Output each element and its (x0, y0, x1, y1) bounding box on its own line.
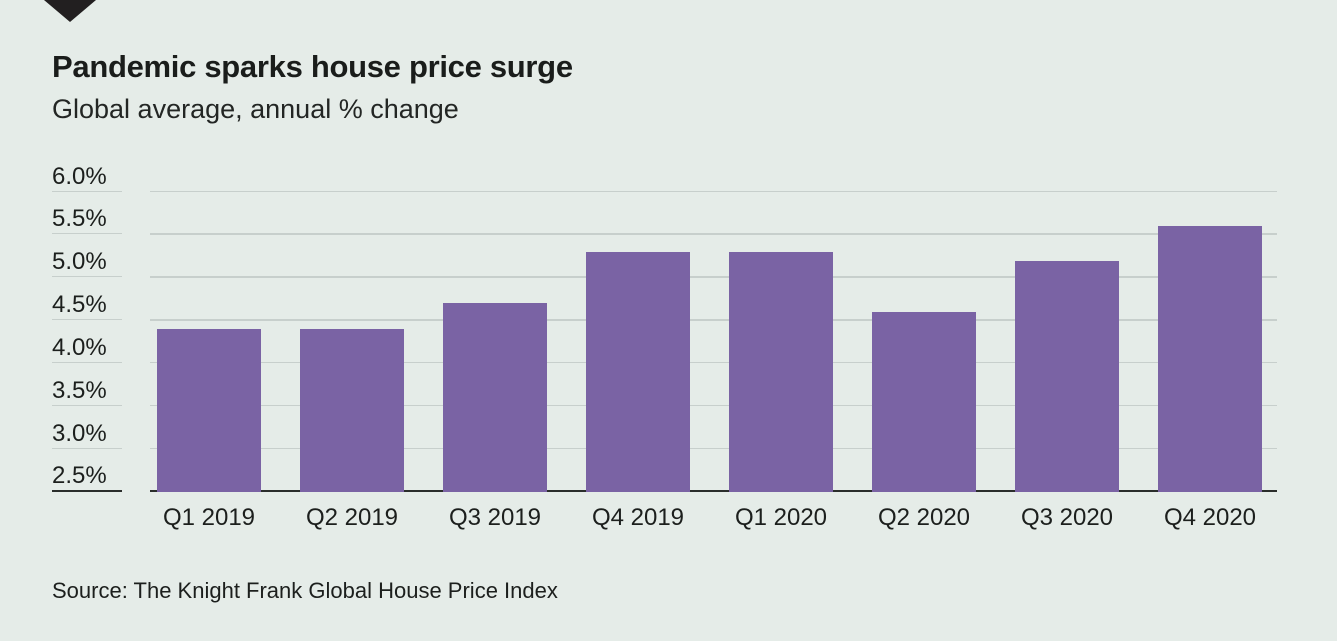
y-axis-tick-label: 5.5% (52, 204, 122, 235)
gridline (150, 276, 1277, 278)
bar-q2-2019 (299, 329, 405, 492)
bar-q3-2020 (1014, 260, 1120, 492)
bar-q1-2020 (728, 252, 834, 492)
y-axis-tick-label: 4.5% (52, 290, 122, 321)
gridline (150, 190, 1277, 192)
gridline (150, 404, 1277, 407)
source-attribution: Source: The Knight Frank Global House Pr… (52, 578, 558, 603)
y-axis-tick-label: 6.0% (52, 162, 122, 192)
bar-q4-2020 (1157, 226, 1263, 492)
x-axis-tick-label: Q3 2020 (1020, 504, 1114, 531)
bar-q4-2019 (585, 252, 691, 492)
y-axis-tick-label: 4.0% (52, 333, 122, 363)
gridline (150, 447, 1277, 450)
gridline (150, 319, 1277, 321)
bar-q3-2019 (442, 303, 548, 492)
chart-title: Pandemic sparks house price surge (52, 49, 573, 84)
x-axis-tick-label: Q3 2019 (448, 504, 542, 531)
gridline (150, 361, 1277, 364)
y-axis-tick-label: 5.0% (52, 247, 122, 278)
y-axis-tick-label: 3.0% (52, 419, 122, 449)
x-axis-tick-label: Q1 2019 (162, 504, 256, 531)
gridline (150, 233, 1277, 235)
y-axis-tick-label: 2.5% (52, 461, 122, 492)
x-axis-tick-label: Q1 2020 (734, 504, 828, 531)
x-axis-tick-label: Q4 2019 (591, 504, 685, 531)
brand-down-triangle-icon (44, 0, 96, 22)
y-axis-tick-label: 3.5% (52, 376, 122, 406)
x-axis-tick-label: Q2 2019 (305, 504, 399, 531)
x-axis-tick-label: Q2 2020 (877, 504, 971, 531)
bar-q2-2020 (871, 312, 977, 492)
chart-subtitle: Global average, annual % change (52, 94, 459, 124)
x-axis-tick-label: Q4 2020 (1163, 504, 1257, 531)
x-axis-baseline (150, 490, 1277, 492)
bar-q1-2019 (156, 329, 262, 492)
